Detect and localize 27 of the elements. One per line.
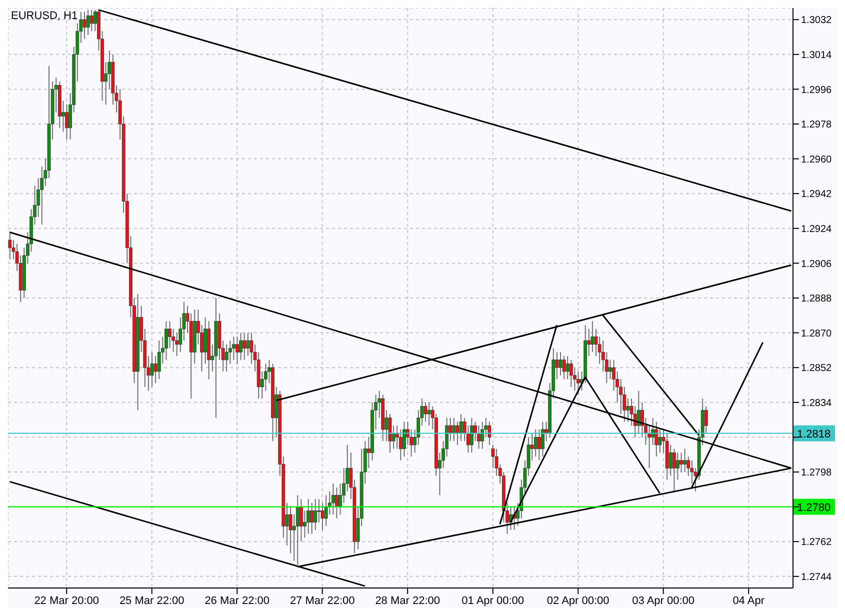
x-tick-label: 28 Mar 22:00 [375, 594, 440, 607]
y-tick-label: 1.2798 [801, 468, 832, 479]
y-tick-label: 1.2870 [801, 328, 832, 340]
y-tick-label: 1.2996 [801, 84, 832, 96]
y-tick-label: 1.3014 [801, 50, 832, 61]
x-tick-label: 04 Apr [732, 594, 765, 607]
x-tick-label: 27 Mar 22:00 [290, 594, 355, 607]
y-tick-label: 1.3032 [801, 15, 832, 26]
x-tick-label: 25 Mar 22:00 [119, 594, 184, 607]
x-tick-label: 02 Apr 00:00 [546, 594, 610, 607]
chart-title: EURUSD, H1 [11, 10, 78, 22]
x-tick-label: 26 Mar 22:00 [204, 594, 270, 607]
ref-line-label: 1.2818 [797, 428, 831, 440]
y-tick-label: 1.2906 [801, 258, 832, 270]
x-tick-label: 22 Mar 20:00 [34, 594, 100, 607]
x-tick-label: 01 Apr 00:00 [462, 594, 524, 607]
y-tick-label: 1.2924 [801, 224, 832, 235]
y-tick-label: 1.2852 [801, 363, 832, 374]
y-tick-label: 1.2888 [801, 294, 832, 305]
y-tick-label: 1.2834 [801, 398, 832, 409]
y-tick-label: 1.2942 [801, 189, 832, 200]
y-tick-label: 1.2762 [801, 537, 832, 548]
ref-line-label: 1.2780 [797, 502, 831, 514]
y-tick-label: 1.2960 [801, 154, 832, 166]
x-tick-label: 03 Apr 00:00 [632, 594, 695, 607]
y-tick-label: 1.2978 [801, 120, 832, 131]
y-tick-label: 1.2744 [801, 572, 832, 583]
